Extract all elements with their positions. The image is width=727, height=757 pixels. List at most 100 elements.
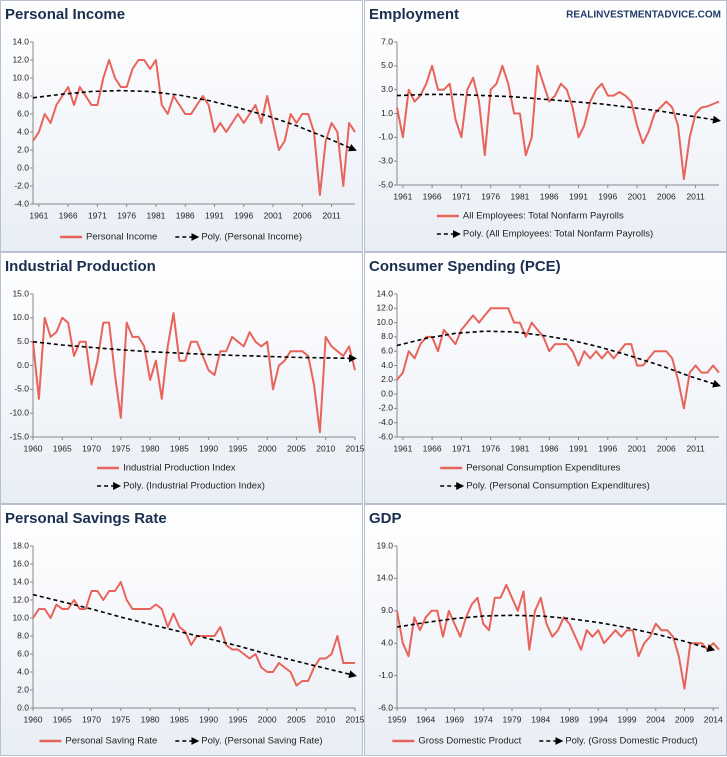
x-tick-label: 2000 xyxy=(258,714,277,724)
trend-line xyxy=(396,93,721,124)
legend-item: Poly. (Industrial Production Index) xyxy=(97,481,265,492)
x-tick-label: 1986 xyxy=(540,443,559,453)
x-tick-label: 1966 xyxy=(423,443,442,453)
y-tick-label: 2.0 xyxy=(17,684,29,694)
y-tick-label: 6.0 xyxy=(17,648,29,658)
x-tick-label: 2015 xyxy=(346,714,365,724)
x-tick-label: 1986 xyxy=(540,191,559,201)
y-tick-label: 14.0 xyxy=(12,36,29,46)
x-tick-label: 1981 xyxy=(510,443,529,453)
y-tick-label: 5.0 xyxy=(381,60,393,70)
panel: Employment REALINVESTMENTADVICE.COM -5.0 -3… xyxy=(364,0,727,252)
x-tick-label: 1964 xyxy=(416,714,435,724)
panel-title: Employment xyxy=(369,6,459,23)
trend-line xyxy=(396,614,716,652)
y-tick-label: -15.0 xyxy=(10,431,30,441)
x-tick-label: 2001 xyxy=(628,443,647,453)
x-tick-label: 1981 xyxy=(510,191,529,201)
y-tick-label: 10.0 xyxy=(376,317,393,327)
x-tick-label: 1980 xyxy=(141,443,160,453)
y-tick-label: -6.0 xyxy=(378,431,393,441)
x-tick-label: 2004 xyxy=(646,714,665,724)
x-tick-label: 2006 xyxy=(293,210,312,220)
y-tick-label: -2.0 xyxy=(14,180,29,190)
y-tick-label: 7.0 xyxy=(381,36,393,46)
legend-item: Poly. (All Employees: Total Nonfarm Payr… xyxy=(436,229,653,240)
x-tick-label: 1966 xyxy=(423,191,442,201)
legend-item: Gross Domestic Product xyxy=(392,736,522,747)
x-tick-label: 2011 xyxy=(322,210,341,220)
y-tick-label: 4.0 xyxy=(381,360,393,370)
y-tick-label: 10.0 xyxy=(12,312,29,322)
x-tick-label: 1961 xyxy=(393,443,412,453)
x-tick-label: 1965 xyxy=(53,443,72,453)
x-tick-label: 1971 xyxy=(452,191,471,201)
x-tick-label: 1959 xyxy=(388,714,407,724)
legend-item: Industrial Production Index xyxy=(97,463,236,474)
legend-label: Industrial Production Index xyxy=(123,463,236,474)
panel: Personal Income -4.0 -2.0 0.0 2.0 4.0 6.0 8.0 10… xyxy=(0,0,363,252)
x-tick-label: 2009 xyxy=(675,714,694,724)
y-tick-label: -4.0 xyxy=(378,417,393,427)
legend-item: Poly. (Personal Saving Rate) xyxy=(175,736,323,747)
y-tick-label: 15.0 xyxy=(12,288,29,298)
legend-label: Poly. (Industrial Production Index) xyxy=(123,481,265,492)
panel: Consumer Spending (PCE) -6.0 -4.0 -2.0 0.0 2.… xyxy=(364,252,727,504)
x-tick-label: 1965 xyxy=(53,714,72,724)
panel-background xyxy=(0,252,363,504)
y-tick-label: 4.0 xyxy=(381,637,393,647)
x-tick-label: 1991 xyxy=(569,191,588,201)
x-tick-label: 1969 xyxy=(445,714,464,724)
trend-line xyxy=(32,593,357,679)
legend-item: Poly. (Personal Consumption Expenditures… xyxy=(440,481,650,492)
y-tick-label: -6.0 xyxy=(378,702,393,712)
annotation: REALINVESTMENTADVICE.COM xyxy=(566,10,721,21)
legend-item: Personal Consumption Expenditures xyxy=(440,463,621,474)
y-tick-label: -4.0 xyxy=(14,198,29,208)
x-tick-label: 1976 xyxy=(481,191,500,201)
data-line xyxy=(396,307,720,410)
y-tick-label: 8.0 xyxy=(17,90,29,100)
y-tick-label: -10.0 xyxy=(10,407,30,417)
y-tick-label: -1.0 xyxy=(378,132,393,142)
y-tick-label: -1.0 xyxy=(378,670,393,680)
x-tick-label: 1981 xyxy=(146,210,165,220)
x-tick-label: 1990 xyxy=(199,714,218,724)
x-tick-label: 1985 xyxy=(170,714,189,724)
y-tick-label: 10.0 xyxy=(12,612,29,622)
x-tick-label: 2005 xyxy=(287,443,306,453)
y-tick-label: 14.0 xyxy=(376,288,393,298)
x-tick-label: 1971 xyxy=(88,210,107,220)
y-tick-label: 4.0 xyxy=(17,666,29,676)
y-tick-label: 0.0 xyxy=(17,162,29,172)
x-tick-label: 2001 xyxy=(264,210,283,220)
panel-background xyxy=(364,0,727,252)
data-line xyxy=(32,312,356,434)
y-tick-label: 4.0 xyxy=(17,126,29,136)
x-tick-label: 2010 xyxy=(316,714,335,724)
x-tick-label: 1961 xyxy=(29,210,48,220)
y-tick-label: 3.0 xyxy=(381,84,393,94)
y-tick-label: 6.0 xyxy=(381,345,393,355)
x-tick-label: 2011 xyxy=(686,191,705,201)
panel: GDP -6.0 -1.0 4.0 9.0 14.0 19.0 1959 1964 1969 197… xyxy=(364,504,727,756)
legend-label: Personal Income xyxy=(86,232,157,243)
legend-label: Poly. (All Employees: Total Nonfarm Payr… xyxy=(463,229,653,240)
trend-line xyxy=(32,340,357,363)
y-tick-label: 14.0 xyxy=(12,576,29,586)
x-tick-label: 1996 xyxy=(598,443,617,453)
x-tick-label: 1996 xyxy=(234,210,253,220)
legend-item: Personal Income xyxy=(60,232,157,243)
x-tick-label: 2010 xyxy=(316,443,335,453)
x-tick-label: 1984 xyxy=(531,714,550,724)
x-tick-label: 1975 xyxy=(111,714,130,724)
panel-title: Personal Savings Rate xyxy=(5,510,167,527)
y-tick-label: 6.0 xyxy=(17,108,29,118)
y-tick-label: -2.0 xyxy=(378,403,393,413)
x-tick-label: 1966 xyxy=(59,210,78,220)
x-tick-label: 2001 xyxy=(628,191,647,201)
y-tick-label: 12.0 xyxy=(12,54,29,64)
y-tick-label: -5.0 xyxy=(378,179,393,189)
x-tick-label: 1960 xyxy=(24,443,43,453)
